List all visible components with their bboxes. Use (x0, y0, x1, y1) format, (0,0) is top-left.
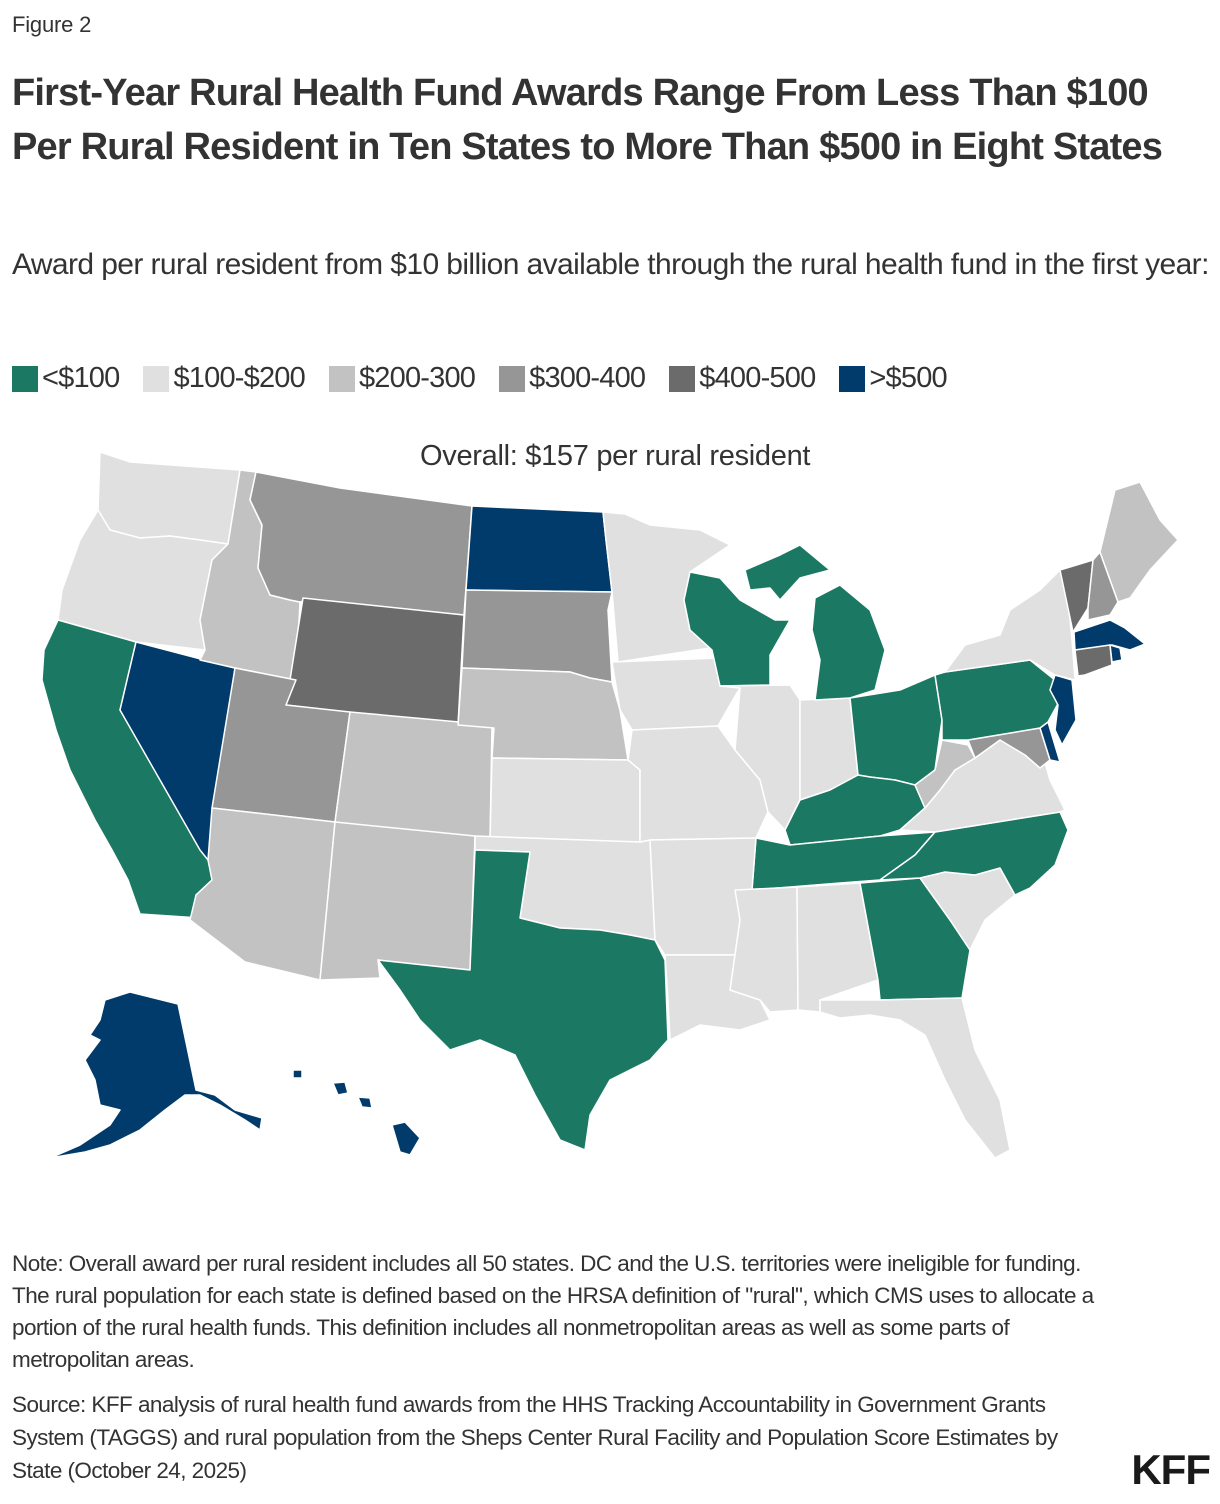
legend-item-200-300[interactable]: $200-300 (328, 362, 476, 395)
state-NY[interactable] (944, 569, 1076, 681)
state-CT[interactable] (1074, 644, 1113, 677)
state-MI[interactable] (744, 544, 886, 701)
state-ME[interactable] (1099, 481, 1179, 603)
state-WI[interactable] (683, 571, 791, 687)
legend-label: >$500 (869, 362, 947, 394)
legend-swatch (839, 365, 866, 392)
chart-source: Source: KFF analysis of rural health fun… (12, 1392, 1058, 1483)
state-WY[interactable] (285, 597, 465, 726)
figure-label: Figure 2 (12, 12, 92, 37)
state-AK[interactable] (49, 991, 263, 1159)
legend-swatch (669, 365, 696, 392)
state-MT[interactable] (249, 471, 473, 616)
state-IL[interactable] (719, 684, 801, 831)
legend-label: <$100 (42, 362, 120, 394)
state-HI[interactable] (292, 1069, 421, 1156)
state-TX[interactable] (377, 849, 669, 1151)
state-AZ[interactable] (189, 807, 336, 981)
legend-label: $200-300 (358, 362, 476, 394)
legend: <$100 $100-$200 $200-300 $300-400 $400-5… (12, 362, 971, 395)
state-CO[interactable] (334, 711, 493, 841)
chart-note: Note: Overall award per rural resident i… (12, 1251, 1094, 1372)
map-svg (41, 451, 1179, 1159)
chart-subtitle: Award per rural resident from $10 billio… (12, 248, 1209, 281)
legend-item-300-400[interactable]: $300-400 (499, 362, 646, 395)
legend-label: $100-$200 (173, 362, 305, 394)
state-FL[interactable] (819, 997, 1011, 1159)
legend-swatch (12, 365, 38, 392)
overall-annotation: Overall: $157 per rural resident (420, 440, 811, 472)
state-WA[interactable] (97, 451, 241, 545)
state-NJ[interactable] (1049, 674, 1077, 746)
us-choropleth-map (0, 440, 1220, 1180)
state-ND[interactable] (465, 505, 613, 593)
legend-item-lt100[interactable]: <$100 (12, 362, 120, 395)
kff-logo: KFF (1131, 1446, 1211, 1493)
legend-label: $400-500 (699, 362, 816, 394)
state-MS[interactable] (729, 886, 799, 1013)
legend-label: $300-400 (529, 362, 646, 394)
legend-swatch (499, 365, 526, 392)
legend-item-gt500[interactable]: >$500 (839, 362, 948, 395)
legend-item-400-500[interactable]: $400-500 (669, 362, 816, 395)
legend-swatch (143, 365, 170, 392)
state-KS[interactable] (489, 757, 641, 843)
state-NE[interactable] (457, 667, 629, 761)
legend-item-100-200[interactable]: $100-$200 (143, 362, 306, 395)
legend-swatch (328, 365, 355, 392)
chart-title: First-Year Rural Health Fund Awards Rang… (12, 72, 1163, 168)
state-NM[interactable] (319, 821, 476, 981)
